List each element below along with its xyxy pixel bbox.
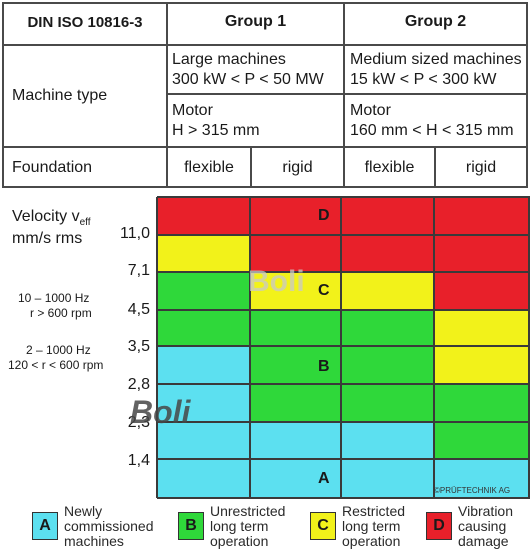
velocity-tick-3-5: 3,5 [127,338,150,355]
legend-d-line1: Vibration [458,503,514,519]
velocity-unit: mm/s rms [12,230,83,247]
watermark-text: Boli [130,394,191,430]
g2-motor-line1: Motor [350,102,391,119]
legend-text-b: Unrestricted long term operation [210,504,285,549]
legend-b-line3: operation [210,533,269,549]
foundation-label: Foundation [12,159,93,176]
g2-motor-line2: 160 mm < H < 315 mm [350,122,514,139]
zone-label-A: A [318,470,330,487]
velocity-tick-2-3: 2,3 [127,414,150,431]
velocity-tick-2-8: 2,8 [127,376,150,393]
copyright-text: ©PRÜFTECHNIK AG [434,486,511,495]
legend-text-d: Vibration causing damage [458,504,513,549]
legend-swatch-c: C [310,512,336,540]
velocity-label-text: Velocity v [12,208,80,225]
legend-a-line2: commissioned [64,518,154,534]
watermark-text: Boli [248,265,305,298]
range2-line2: 120 < r < 600 rpm [8,358,104,372]
zone-cell-B [250,310,341,422]
g1-machine-line1: Large machines [172,51,286,68]
machine-type-label: Machine type [12,87,108,104]
group-2-heading: Group 2 [404,13,467,30]
legend-b-line1: Unrestricted [210,503,286,519]
range1-line1: 10 – 1000 Hz [18,291,90,305]
zone-cell-C [250,272,341,310]
g1-motor-line2: H > 315 mm [172,122,260,139]
range2-line1: 2 – 1000 Hz [26,343,91,357]
velocity-tick-1-4: 1,4 [127,452,150,469]
legend-swatch-d: D [426,512,452,540]
legend-d-line3: damage [458,533,509,549]
zone-label-B: B [318,358,330,375]
zone-cell-D [434,197,530,310]
g2-rigid-label: rigid [465,159,497,176]
legend-swatch-b: B [178,512,204,540]
velocity-tick-4-5: 4,5 [127,301,150,318]
zone-cell-C [341,272,434,310]
standard-title: DIN ISO 10816-3 [27,14,143,31]
zone-cell-A [341,422,434,498]
legend-b-line2: long term [210,518,269,534]
zone-cell-C [157,235,250,272]
g2-flexible-label: flexible [364,159,415,176]
g1-rigid-label: rigid [282,159,313,176]
zone-cell-C [434,310,530,384]
legend-c-line2: long term [342,518,401,534]
zone-cell-A [434,459,530,498]
legend-a-line3: machines [64,533,124,549]
legend-d-line2: causing [458,518,507,534]
velocity-tick-7-1: 7,1 [127,262,150,279]
group-1-heading: Group 1 [224,13,287,30]
range1-line2: r > 600 rpm [30,306,92,320]
legend-text-a: Newly commissioned machines [64,504,153,549]
zone-cell-A [250,422,341,498]
zone-cell-B [341,310,434,422]
g1-machine-line2: 300 kW < P < 50 MW [172,71,324,88]
velocity-tick-11-0: 11,0 [120,225,150,242]
legend-swatch-a: A [32,512,58,540]
g1-motor-line1: Motor [172,102,213,119]
zone-cell-D [157,197,250,235]
velocity-label: Velocity veff [12,207,91,233]
zone-label-C: C [318,282,330,299]
legend-a-line1: Newly [64,503,103,519]
legend-c-line3: operation [342,533,401,549]
g2-machine-line2: 15 kW < P < 300 kW [350,71,497,88]
velocity-label-subscript: eff [79,217,91,229]
legend-c-line1: Restricted [342,503,406,519]
g1-flexible-label: flexible [184,159,234,176]
zone-label-D: D [318,207,330,224]
g2-machine-line1: Medium sized machines [350,51,522,68]
legend-text-c: Restricted long term operation [342,504,405,549]
